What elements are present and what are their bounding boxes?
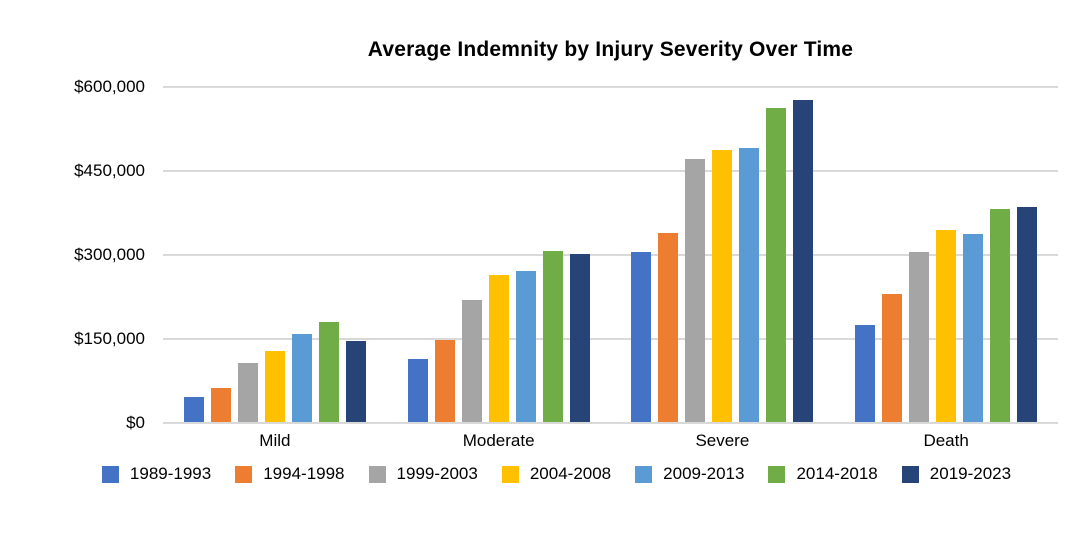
bar-severe-2004-2008	[712, 150, 733, 422]
gridline	[163, 338, 1058, 340]
legend-label: 2009-2013	[663, 464, 745, 483]
x-category-label: Mild	[259, 431, 291, 450]
bar-mild-2004-2008	[264, 351, 285, 422]
legend-item-2019-2023: 2019-2023	[901, 464, 1012, 484]
y-tick-label: $0	[126, 413, 145, 432]
legend-item-1999-2003: 1999-2003	[368, 464, 478, 484]
legend-item-2014-2018: 2014-2018	[768, 464, 878, 484]
gridline	[163, 86, 1058, 88]
gridline	[163, 170, 1058, 172]
bar-death-2019-2023	[1017, 206, 1038, 422]
plot-area	[163, 86, 1058, 424]
bar-group-death	[834, 86, 1058, 422]
legend: 1989-1993 1994-1998 1999-2003 2004-2008 2009…	[0, 464, 1087, 484]
legend-swatch-icon	[101, 465, 119, 483]
legend-swatch-icon	[635, 465, 653, 483]
x-category-label: Severe	[695, 431, 750, 450]
bar-severe-2009-2013	[739, 147, 760, 422]
bar-groups	[163, 86, 1058, 422]
bar-death-2014-2018	[990, 209, 1011, 422]
gridline	[163, 422, 1058, 424]
legend-label: 1994-1998	[263, 464, 345, 483]
legend-label: 2014-2018	[796, 464, 878, 483]
legend-swatch-icon	[901, 465, 919, 483]
bar-severe-1994-1998	[658, 233, 679, 422]
bar-death-1994-1998	[882, 294, 903, 422]
legend-item-2004-2008: 2004-2008	[501, 464, 612, 484]
bar-group-mild	[163, 86, 387, 422]
legend-label: 2019-2023	[929, 464, 1012, 483]
bar-death-2009-2013	[963, 234, 984, 422]
legend-item-1994-1998: 1994-1998	[235, 464, 345, 484]
y-tick-label: $150,000	[74, 329, 145, 348]
legend-swatch-icon	[501, 465, 519, 483]
bar-mild-1989-1993	[183, 396, 204, 422]
bar-moderate-1989-1993	[407, 359, 428, 422]
bar-group-moderate	[387, 86, 611, 422]
bar-death-1989-1993	[855, 324, 876, 422]
bar-death-1999-2003	[909, 251, 930, 422]
bar-group-severe	[611, 86, 835, 422]
bar-moderate-2009-2013	[515, 270, 536, 422]
bar-moderate-2014-2018	[542, 251, 563, 422]
bar-severe-1999-2003	[685, 159, 706, 422]
bar-severe-2014-2018	[766, 108, 787, 422]
legend-label: 1989-1993	[129, 464, 212, 483]
legend-swatch-icon	[768, 465, 786, 483]
legend-swatch-icon	[235, 465, 253, 483]
x-category-label: Moderate	[462, 431, 535, 450]
legend-item-1989-1993: 1989-1993	[101, 464, 212, 484]
bar-death-2004-2008	[936, 229, 957, 422]
y-tick-label: $600,000	[74, 77, 145, 96]
chart-title: Average Indemnity by Injury Severity Ove…	[367, 38, 854, 61]
legend-label: 2004-2008	[529, 464, 612, 483]
x-axis: Mild Moderate Severe Death	[163, 431, 1058, 451]
bar-moderate-1999-2003	[461, 300, 482, 422]
bar-severe-1989-1993	[631, 251, 652, 422]
x-category-label: Death	[923, 431, 969, 450]
bar-mild-2019-2023	[345, 340, 366, 422]
gridline	[163, 254, 1058, 256]
bar-mild-1994-1998	[210, 388, 231, 422]
y-tick-label: $300,000	[74, 245, 145, 264]
bar-mild-2009-2013	[291, 334, 312, 422]
bar-moderate-2019-2023	[569, 254, 590, 422]
y-tick-label: $450,000	[74, 161, 145, 180]
bar-moderate-2004-2008	[488, 275, 509, 422]
legend-label: 1999-2003	[396, 464, 478, 483]
legend-swatch-icon	[368, 465, 386, 483]
legend-item-2009-2013: 2009-2013	[635, 464, 744, 484]
bar-mild-2014-2018	[318, 322, 339, 422]
bar-mild-1999-2003	[237, 363, 258, 422]
bar-moderate-1994-1998	[434, 339, 455, 422]
bar-severe-2019-2023	[793, 100, 814, 422]
